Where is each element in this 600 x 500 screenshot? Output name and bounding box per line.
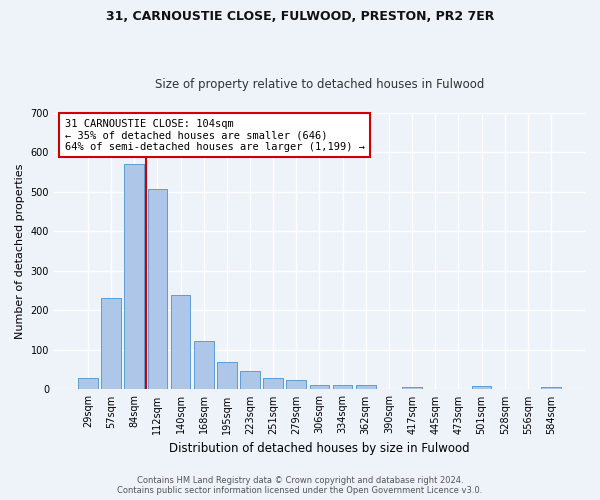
Text: 31, CARNOUSTIE CLOSE, FULWOOD, PRESTON, PR2 7ER: 31, CARNOUSTIE CLOSE, FULWOOD, PRESTON, … xyxy=(106,10,494,23)
Bar xyxy=(263,378,283,390)
Bar xyxy=(310,384,329,390)
Title: Size of property relative to detached houses in Fulwood: Size of property relative to detached ho… xyxy=(155,78,484,91)
Bar xyxy=(78,378,98,390)
Bar xyxy=(194,341,214,390)
Bar xyxy=(541,386,561,390)
X-axis label: Distribution of detached houses by size in Fulwood: Distribution of detached houses by size … xyxy=(169,442,470,455)
Bar xyxy=(217,362,236,390)
Bar xyxy=(240,372,260,390)
Bar xyxy=(101,298,121,390)
Bar xyxy=(472,386,491,390)
Text: 31 CARNOUSTIE CLOSE: 104sqm
← 35% of detached houses are smaller (646)
64% of se: 31 CARNOUSTIE CLOSE: 104sqm ← 35% of det… xyxy=(65,118,365,152)
Bar xyxy=(286,380,306,390)
Bar xyxy=(170,294,190,390)
Bar xyxy=(148,189,167,390)
Bar xyxy=(356,384,376,390)
Bar xyxy=(402,387,422,390)
Text: Contains HM Land Registry data © Crown copyright and database right 2024.
Contai: Contains HM Land Registry data © Crown c… xyxy=(118,476,482,495)
Bar xyxy=(124,164,144,390)
Bar xyxy=(333,386,352,390)
Y-axis label: Number of detached properties: Number of detached properties xyxy=(15,164,25,339)
